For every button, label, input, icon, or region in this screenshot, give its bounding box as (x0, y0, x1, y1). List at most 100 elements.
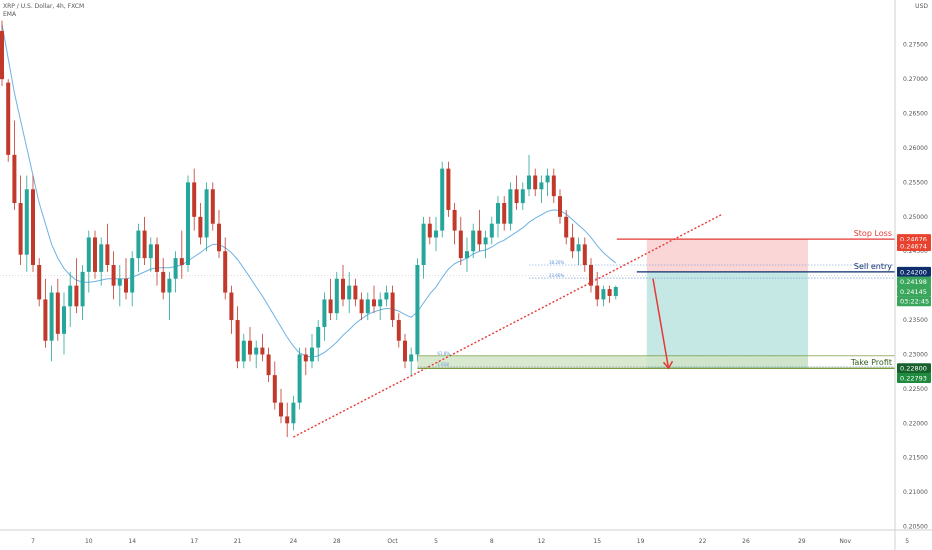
candle-body (508, 189, 513, 224)
candle-body (483, 237, 488, 245)
candle-body (558, 196, 562, 217)
price-badge (897, 266, 931, 277)
candle-body (570, 237, 575, 252)
candle-body (49, 292, 54, 341)
fib-level-label: 38.20% (549, 260, 564, 265)
take-profit-zone (417, 355, 808, 367)
x-tick-label: Oct (387, 538, 398, 545)
support-trendline (293, 214, 722, 438)
y-tick-label: 0.21500 (903, 455, 928, 462)
candle-body (235, 320, 240, 362)
candle-body (328, 299, 333, 314)
candle-body (248, 340, 252, 355)
candle-body (353, 285, 358, 300)
candle-body (285, 416, 290, 424)
candle-body (452, 209, 457, 231)
candle-body (359, 299, 364, 314)
x-tick-label: 26 (742, 538, 750, 545)
price-badge-text: 0.24145 (900, 288, 927, 296)
x-tick-label: Nov (839, 538, 851, 545)
candle-body (322, 299, 327, 327)
candle-body (272, 375, 277, 403)
currency-label: USD (915, 3, 928, 10)
candle-body (80, 271, 85, 307)
x-tick-label: 21 (234, 538, 242, 545)
x-tick-label: 15 (593, 538, 601, 545)
candle-body (105, 244, 110, 265)
candle-body (74, 285, 79, 307)
candle-body (334, 278, 339, 314)
candle-body (161, 271, 166, 293)
candle-body (551, 175, 556, 197)
candle-body (99, 244, 104, 272)
y-tick-label: 0.24500 (903, 248, 928, 255)
indicator-label: EMA (3, 11, 17, 18)
y-tick-label: 0.26500 (903, 111, 928, 118)
candle-body (0, 30, 4, 80)
candle-body (533, 175, 538, 190)
price-badge-text: 0.22800 (900, 365, 927, 373)
candle-body (148, 244, 153, 259)
fib-level-label: 23.60% (549, 273, 564, 278)
down-arrow-shaft (652, 278, 670, 369)
candle-body (477, 230, 482, 245)
candle-body (384, 292, 389, 300)
candle-body (117, 278, 122, 286)
candle-body (241, 340, 246, 362)
x-tick-label: 17 (190, 538, 198, 545)
candle-body (68, 285, 73, 307)
price-badge-text: 0.24198 (900, 278, 927, 286)
candle-body (564, 216, 569, 238)
candle-body (55, 292, 60, 334)
x-tick-label: 5 (434, 538, 438, 545)
y-tick-label: 0.23000 (903, 351, 928, 358)
stop-loss-label: Stop Loss (854, 229, 892, 238)
x-tick-label: 22 (699, 538, 707, 545)
candle-body (415, 265, 420, 355)
candle-body (613, 287, 618, 296)
candle-body (254, 347, 259, 355)
fib-level-label: 1.618 (437, 362, 449, 367)
price-badge-text: 0.24674 (900, 243, 927, 251)
price-badge-text: 0.24200 (900, 268, 927, 276)
x-tick-label: 24 (290, 538, 298, 545)
candles-layer (0, 20, 618, 438)
candle-body (403, 340, 407, 362)
candle-body (136, 230, 141, 259)
x-tick-label: 19 (637, 538, 645, 545)
candle-body (192, 182, 197, 217)
candle-body (489, 223, 494, 238)
candle-body (130, 258, 135, 293)
candle-body (229, 292, 234, 321)
candle-body (471, 230, 476, 252)
x-tick-label: 10 (85, 538, 93, 545)
candle-body (12, 154, 17, 204)
candle-body (43, 299, 48, 341)
down-arrow-head (662, 360, 674, 370)
candle-body (24, 189, 29, 255)
sell-entry-label: Sell entry (854, 262, 892, 271)
x-tick-label: 14 (128, 538, 136, 545)
candle-body (539, 182, 544, 190)
ema-line (1, 24, 617, 358)
candle-body (155, 244, 159, 272)
candle-body (37, 265, 42, 300)
candle-body (266, 354, 271, 376)
y-tick-label: 0.27500 (903, 42, 928, 49)
candle-body (502, 203, 507, 224)
candle-body (440, 168, 445, 231)
candle-body (514, 189, 519, 204)
candle-body (372, 299, 376, 307)
candle-body (31, 189, 35, 265)
candle-body (279, 402, 283, 417)
candle-body (496, 203, 500, 224)
candle-body (291, 402, 296, 424)
risk-zone (646, 239, 808, 272)
y-tick-label: 0.20500 (903, 524, 928, 531)
candle-body (589, 265, 593, 286)
price-badge (897, 373, 931, 384)
candle-body (204, 189, 209, 238)
